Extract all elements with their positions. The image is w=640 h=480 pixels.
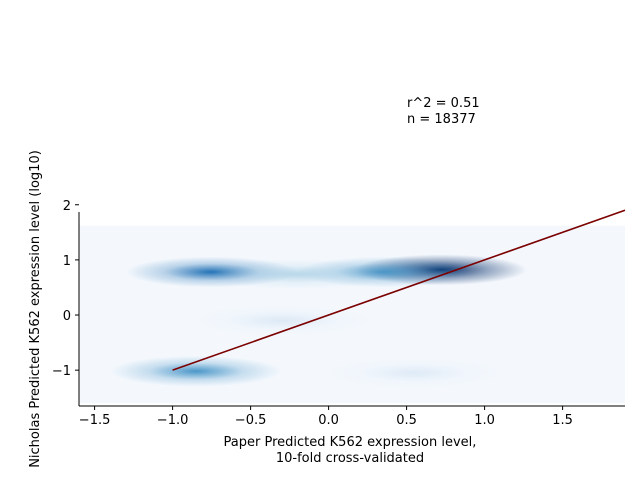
x-tick-label: −1.5 [79,413,111,428]
stats-annotation: r^2 = 0.51 [407,96,480,111]
x-tick-label: −0.5 [235,413,267,428]
x-tick-label: 0.0 [318,413,339,428]
x-axis-label: 10-fold cross-validated [276,451,424,466]
y-tick-label: 0 [63,309,71,324]
density-cluster [203,258,391,290]
stats-annotation: n = 18377 [407,112,476,127]
density-cluster [110,355,282,387]
x-axis-label: Paper Predicted K562 expression level, [224,435,477,450]
density-heatmap [79,225,625,404]
fit-line [172,209,626,371]
y-tick-label: −1 [52,364,71,379]
annotations: Paper Predicted K562 expression level,10… [28,96,480,468]
x-tick-label: 1.0 [474,413,495,428]
fit-line-layer [172,209,626,371]
y-tick-label: 1 [63,254,71,269]
y-tick-label: 2 [63,199,71,214]
y-axis-label: Nicholas Predicted K562 expression level… [28,150,43,468]
density-cluster [320,357,508,389]
x-tick-label: −1.0 [157,413,189,428]
axes: −1.5 −1.0 −0.5 0.0 0.5 1.0 1.5 −1 0 1 2 [52,199,625,428]
x-tick-label: 0.5 [396,413,417,428]
x-tick-label: 1.5 [552,413,573,428]
density-cluster [188,305,376,336]
